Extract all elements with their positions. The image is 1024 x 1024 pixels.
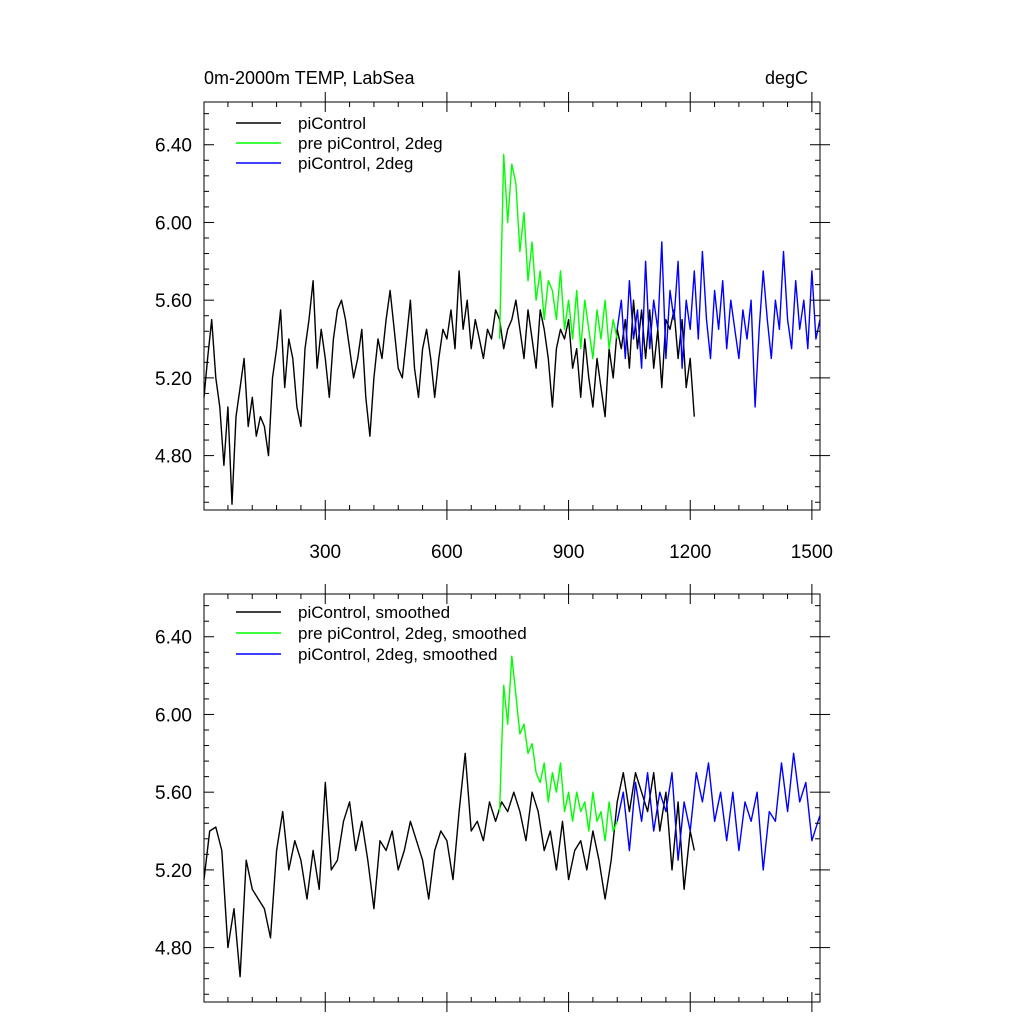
top-panel-series <box>203 153 821 505</box>
series-line-picontrol-2deg-smoothed <box>616 752 821 871</box>
series-line-picontrol-smoothed <box>203 752 695 978</box>
legend-label-pre-picontrol-2deg-smoothed: pre piControl, 2deg, smoothed <box>298 624 527 643</box>
top-panel-legend: piControl pre piControl, 2deg piControl,… <box>236 114 443 173</box>
x-tick-label: 1500 <box>791 542 833 563</box>
y-tick-label: 5.20 <box>155 861 192 882</box>
bottom-panel-legend: piControl, smoothed pre piControl, 2deg,… <box>236 603 527 664</box>
top-panel-units: degC <box>765 68 808 88</box>
legend-label-picontrol-2deg-smoothed: piControl, 2deg, smoothed <box>298 645 497 664</box>
x-tick-label: 600 <box>431 542 463 563</box>
y-tick-label: 6.00 <box>155 213 192 234</box>
x-tick-label: 300 <box>309 542 341 563</box>
top-panel-title: 0m-2000m TEMP, LabSea <box>204 68 415 88</box>
series-line-picontrol-2deg <box>616 241 821 408</box>
bottom-panel-frame <box>203 593 821 1003</box>
bottom-panel-ticks: 4.80 5.20 5.60 6.00 6.40 <box>155 584 830 1012</box>
legend-label-pre-picontrol-2deg: pre piControl, 2deg <box>298 134 443 153</box>
y-tick-label: 4.80 <box>155 447 192 468</box>
legend-label-picontrol-2deg: piControl, 2deg <box>298 154 413 173</box>
y-tick-label: 6.40 <box>155 628 192 649</box>
series-line-picontrol <box>203 270 695 505</box>
legend-label-picontrol: piControl <box>298 114 366 133</box>
bottom-panel: 4.80 5.20 5.60 6.00 6.40 piControl, smoothed… <box>155 584 830 1012</box>
x-tick-label: 900 <box>553 542 585 563</box>
y-tick-label: 6.00 <box>155 705 192 726</box>
bottom-panel-series <box>203 655 821 978</box>
y-tick-label: 6.40 <box>155 136 192 157</box>
series-line-pre-picontrol-2deg <box>498 153 618 360</box>
y-tick-label: 5.20 <box>155 369 192 390</box>
top-panel-ticks: 300 600 900 1200 1500 4.80 5.20 5.60 6.00 6.40 <box>155 92 833 563</box>
y-tick-label: 5.60 <box>155 291 192 312</box>
top-panel: 0m-2000m TEMP, LabSea degC 300 600 900 1200… <box>155 68 833 563</box>
y-tick-label: 4.80 <box>155 939 192 960</box>
legend-label-picontrol-smoothed: piControl, smoothed <box>298 603 450 622</box>
series-line-pre-picontrol-2deg-smoothed <box>498 655 618 842</box>
y-tick-label: 5.60 <box>155 783 192 804</box>
top-panel-frame <box>203 101 821 511</box>
x-tick-label: 1200 <box>669 542 711 563</box>
